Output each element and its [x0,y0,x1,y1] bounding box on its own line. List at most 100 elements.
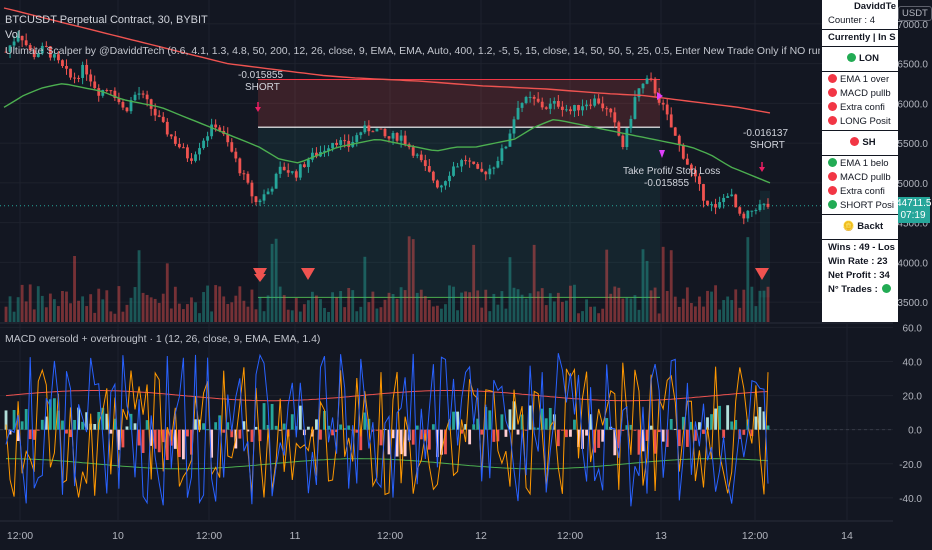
macd-histogram-bar [702,429,705,434]
macd-histogram-bar [278,429,282,431]
macd-histogram-bar [710,414,713,430]
candle-body [218,127,222,131]
volume-bar [206,285,210,322]
short-signal-label-2: SHORT [750,140,785,151]
long-header: LON [822,52,898,66]
candle-body [133,94,137,101]
macd-histogram-bar [669,418,673,430]
candle-body [665,104,669,115]
candle-body [681,144,685,159]
macd-histogram-bar [343,428,347,430]
candle-body [476,163,480,169]
take-profit-value: -0.015855 [644,178,690,189]
candle-body [242,173,246,175]
status-dot-icon [828,200,837,209]
macd-histogram-bar [28,429,32,440]
backtest-stat: Wins : 49 - Los [828,242,895,253]
volume-bar [609,293,613,322]
volume-bar [282,295,286,322]
volume-bar [238,286,242,322]
macd-histogram-bar [460,429,463,434]
macd-histogram-bar [415,425,419,430]
macd-histogram-bar [8,429,12,435]
currency-button[interactable]: USDT [898,6,932,21]
macd-histogram-bar [238,429,242,439]
volume-bar [254,309,258,322]
macd-tick-label: -40.0 [899,494,922,505]
candle-body [48,46,52,58]
volume-bar [605,249,609,322]
volume-bar [327,311,330,322]
candle-body [387,136,391,139]
candle-body [653,78,657,94]
candle-body [141,93,145,95]
macd-histogram-bar [597,429,601,448]
candle-body [367,125,371,132]
candle-body [710,204,713,206]
macd-histogram-bar [24,409,28,430]
macd-histogram-bar [331,429,334,436]
volume-bar [569,285,572,322]
candle-body [214,124,218,128]
volume-bar [294,298,298,322]
volume-bar [65,291,68,322]
candle-body [375,128,379,132]
macd-histogram-bar [629,424,633,430]
macd-histogram-bar [52,398,56,430]
volume-bar [423,296,427,322]
candle-body [496,161,500,168]
volume-bar [351,290,355,322]
volume-bar [52,299,56,322]
long-condition-item: Extra confi [822,101,898,115]
macd-histogram-bar [694,429,697,441]
macd-histogram-bar [391,429,395,439]
volume-bar [645,260,649,322]
macd-histogram-bar [190,429,193,455]
short-condition-item: SHORT Posi [822,199,898,213]
candle-body [552,101,556,104]
volume-bar [177,303,181,322]
candle-body [484,171,488,175]
macd-histogram-bar [93,423,97,430]
macd-histogram-bar [97,411,101,430]
volume-bar [500,291,504,322]
long-conditions: EMA 1 over MACD pullb Extra confi LONG Posi… [822,73,898,129]
candle-body [492,167,496,169]
candle-body [109,90,113,92]
candlesticks [4,31,770,225]
macd-histogram-bar [464,424,468,430]
volume-bar [57,306,60,322]
candle-body [28,45,32,51]
volume-bar [20,284,24,322]
candle-body [32,50,36,58]
volume-bar [347,287,351,322]
candle-body [577,105,580,111]
candle-body [750,210,754,212]
macd-histogram-bar [282,423,286,430]
macd-histogram-bar [677,429,681,447]
long-condition-item: EMA 1 over [822,73,898,87]
volume-bar [48,293,52,322]
candle-body [472,161,476,164]
macd-histogram-bar [754,416,758,430]
candle-body [766,203,770,207]
candle-body [661,102,665,105]
volume-bar [714,285,717,322]
candle-body [597,98,601,104]
candle-body [12,41,16,46]
volume-bar [758,290,762,322]
volume-bar [165,263,169,322]
macd-histogram-bar [649,425,653,430]
candle-body [89,74,93,82]
macd-histogram-bar [250,429,254,442]
volume-bar [456,310,459,322]
macd-histogram-bar [323,410,326,430]
candle-body [532,96,536,99]
candle-body [226,134,230,143]
volume-bar [234,295,238,322]
candle-body [645,78,649,84]
candle-body [173,136,177,144]
macd-histogram-bar [44,416,48,430]
candle-body [585,104,588,107]
